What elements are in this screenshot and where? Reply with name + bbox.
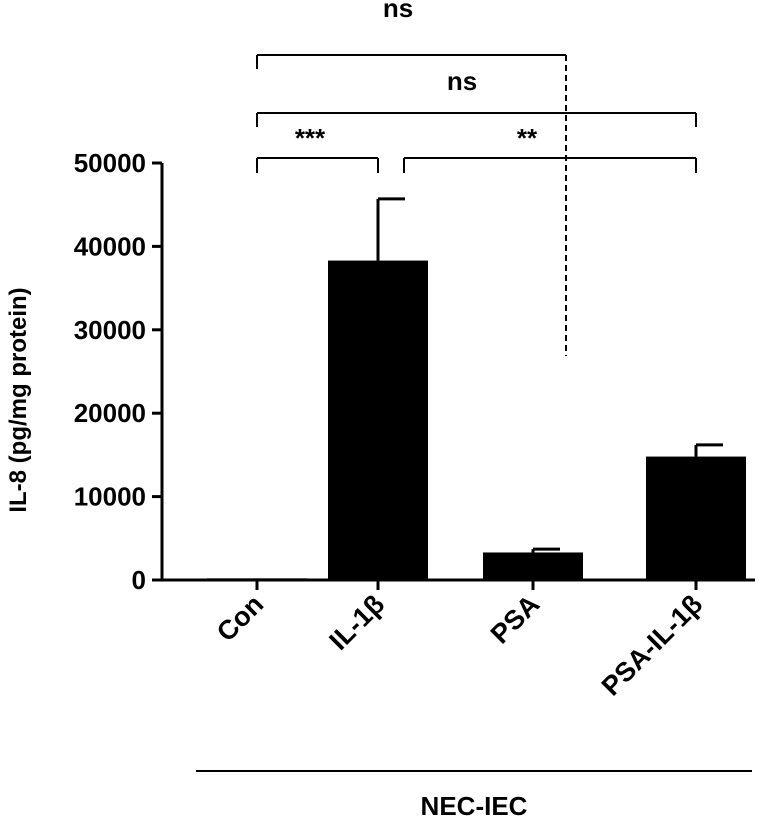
bar bbox=[328, 260, 428, 580]
bar bbox=[646, 456, 746, 580]
bar bbox=[207, 578, 307, 580]
y-tick-label: 50000 bbox=[74, 148, 146, 178]
significance-label: ns bbox=[383, 0, 413, 23]
x-tick-label: PSA-IL-1β bbox=[596, 589, 708, 701]
group-label: NEC-IEC bbox=[421, 791, 528, 821]
significance-label: *** bbox=[295, 123, 326, 153]
significance-label: ** bbox=[517, 123, 538, 153]
y-tick-label: 30000 bbox=[74, 315, 146, 345]
x-tick-label: IL-1β bbox=[323, 589, 390, 656]
y-tick-label: 10000 bbox=[74, 482, 146, 512]
chart-bars bbox=[207, 197, 746, 580]
bar bbox=[483, 552, 583, 580]
y-axis-label: IL-8 (pg/mg protein) bbox=[5, 287, 32, 512]
y-tick-label: 20000 bbox=[74, 398, 146, 428]
y-tick-label: 40000 bbox=[74, 231, 146, 261]
y-tick-label: 0 bbox=[132, 565, 146, 595]
x-tick-label: PSA bbox=[485, 589, 545, 649]
x-tick-label: Con bbox=[211, 589, 269, 647]
significance-label: ns bbox=[447, 66, 477, 96]
